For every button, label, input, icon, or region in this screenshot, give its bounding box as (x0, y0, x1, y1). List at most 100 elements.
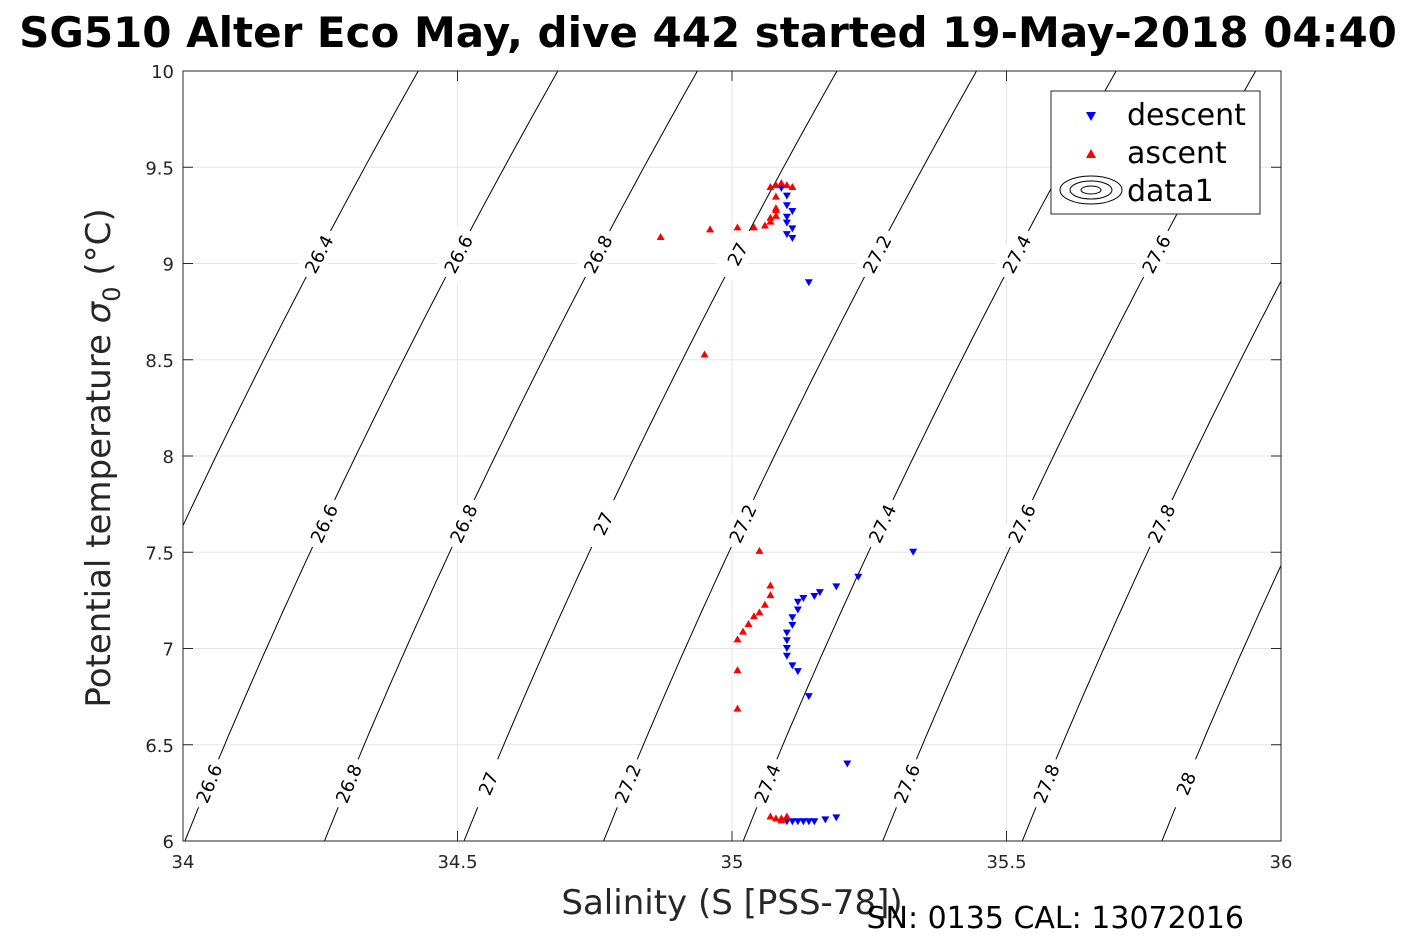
contour-label-gap (326, 754, 371, 813)
ascent-point (777, 814, 786, 822)
contour-label-gap (852, 224, 901, 283)
descent-point (782, 202, 791, 210)
contour-line-27.2 (603, 71, 978, 841)
y-tick-label: 9 (163, 255, 174, 276)
ascent-point (766, 581, 775, 589)
descent-point (782, 213, 791, 221)
y-axis-label-main: Potential temperature (79, 323, 119, 707)
contour-label-gap (605, 754, 650, 813)
descent-point (777, 184, 786, 192)
contour-label-gap (858, 494, 905, 553)
descent-point (799, 594, 808, 602)
descent-point (782, 645, 791, 652)
ascent-point (788, 183, 797, 190)
ascent-point (766, 183, 775, 190)
y-tick-label: 7.5 (145, 543, 174, 564)
contour-label-gap (1163, 754, 1208, 813)
contour-label-gap (998, 494, 1045, 553)
y-tick-label: 8 (163, 447, 174, 468)
legend-descent-marker (1086, 112, 1096, 121)
contour-label-gap (1132, 224, 1180, 283)
descent-point (788, 614, 797, 622)
descent-point (788, 662, 797, 670)
legend-ascent-marker (1086, 149, 1096, 158)
contour-line-26.8 (323, 71, 698, 841)
ascent-point (771, 181, 780, 189)
contour-label-gap (713, 224, 761, 283)
descent-point (810, 593, 819, 601)
y-tick-label: 6.5 (145, 736, 174, 757)
x-tick-label: 35.5 (986, 852, 1026, 873)
descent-point (793, 818, 802, 826)
descent-point (788, 234, 797, 242)
ascent-point (782, 812, 791, 820)
ascent-point (760, 221, 769, 229)
descent-point (793, 668, 802, 676)
descent-point (782, 637, 791, 645)
descent-point (782, 192, 791, 200)
x-axis-label: Salinity (S [PSS-78]) (561, 883, 902, 923)
descent-point (832, 814, 841, 822)
serial-calibration-note: SN: 0135 CAL: 13072016 (866, 901, 1244, 936)
x-tick-label: 36 (1270, 852, 1293, 873)
ascent-point (755, 546, 764, 554)
descent-point (804, 693, 813, 701)
ascent-point (733, 704, 742, 712)
ascent-point (749, 612, 758, 620)
y-tick-label: 8.5 (145, 351, 174, 372)
y-tick-label: 9.5 (145, 158, 174, 179)
ascent-point (744, 619, 753, 627)
ascent-point (771, 814, 780, 822)
chart-title: SG510 Alter Eco May, dive 442 started 19… (19, 8, 1397, 57)
contour-label-gap (1023, 754, 1068, 813)
ascent-point (782, 181, 791, 189)
y-tick-label: 6 (163, 832, 174, 853)
ascent-point (700, 350, 709, 358)
y-axis-label-subscript: 0 (98, 286, 126, 301)
ascent-point (656, 233, 665, 241)
axis-ticks: 34 34.5 35 35.5 36 6 6.5 7 7.5 8 8.5 9 9.5 10 (145, 62, 1292, 873)
descent-point (782, 629, 791, 637)
ascent-point (733, 635, 742, 643)
descent-point (832, 583, 841, 591)
descent-point (843, 760, 852, 768)
ascent-point (733, 666, 742, 674)
descent-point (782, 219, 791, 227)
y-axis-label-unit: (°C) (79, 208, 119, 286)
descent-point (821, 816, 830, 824)
ascent-point (738, 627, 747, 635)
contour-label-gap (1138, 494, 1184, 553)
legend: descent ascent data1 (1050, 90, 1261, 215)
ascent-point (771, 211, 780, 219)
legend-ascent-label: ascent (1127, 136, 1227, 171)
contour-label-gap (434, 224, 482, 283)
contour-label-gap (573, 224, 622, 283)
descent-point (815, 589, 824, 597)
contour-label-gap (440, 494, 486, 553)
ascent-point (766, 213, 775, 221)
contour-label-gap (294, 224, 343, 283)
legend-data1-contour-icon (1059, 175, 1123, 205)
descent-point (810, 818, 819, 826)
contour-label-gap (719, 494, 766, 553)
descent-point (804, 279, 813, 287)
x-tick-label: 34.5 (437, 852, 477, 873)
contour-line-26.4 (183, 71, 419, 527)
ascent-point (766, 591, 775, 599)
data-points (656, 179, 918, 826)
legend-data1-label: data1 (1127, 174, 1214, 209)
descent-point (854, 573, 863, 581)
descent-point (799, 818, 808, 826)
legend-descent-label: descent (1127, 98, 1246, 133)
ascent-point (706, 225, 715, 233)
y-axis-label-symbol: σ (79, 300, 119, 323)
x-tick-label: 35 (721, 852, 744, 873)
contour-line-26.6 (184, 71, 559, 841)
ascent-point (766, 217, 775, 225)
y-tick-label: 7 (163, 640, 174, 661)
ascent-point (771, 192, 780, 200)
ascent-point (749, 223, 758, 231)
contour-label-gap (579, 494, 626, 553)
contour-label-gap (992, 224, 1040, 283)
